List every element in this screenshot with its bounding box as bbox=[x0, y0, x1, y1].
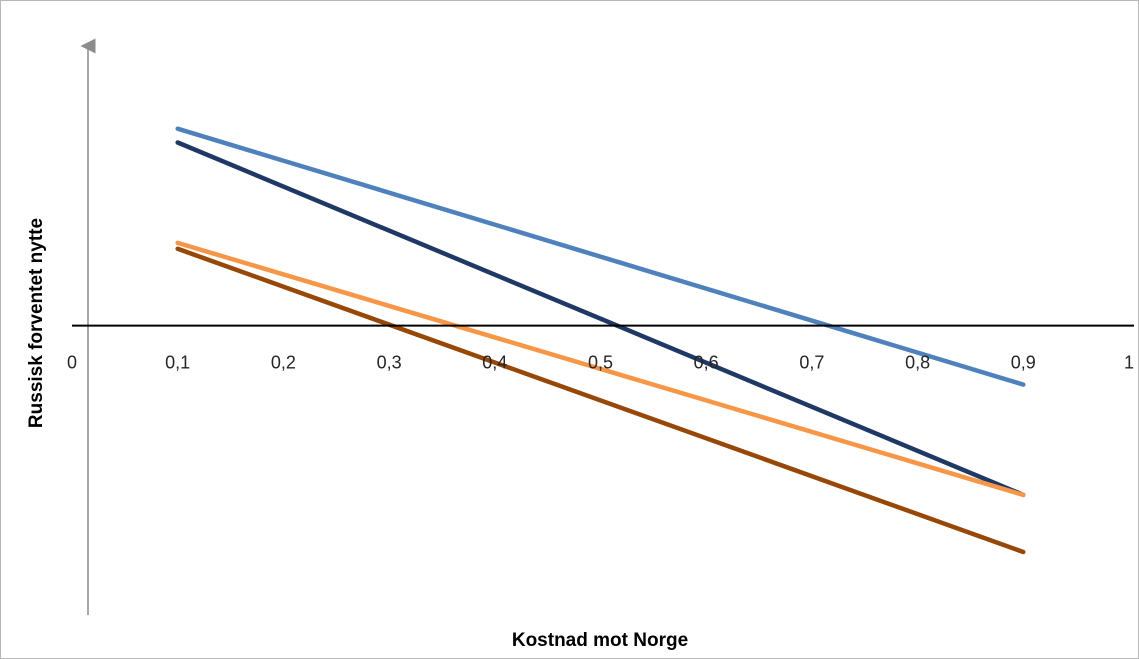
series-line-4 bbox=[175, 246, 1026, 555]
x-tick-label: 0,7 bbox=[799, 353, 824, 373]
x-tick-label: 0,2 bbox=[271, 353, 296, 373]
x-tick-label: 1 bbox=[1124, 353, 1134, 373]
x-tick-label: 0,1 bbox=[165, 353, 190, 373]
series-line-2 bbox=[175, 140, 1026, 498]
x-tick-label: 0,6 bbox=[694, 353, 719, 373]
series-line-3 bbox=[175, 240, 1026, 498]
y-axis-title: Russisk forventet nytte bbox=[26, 218, 47, 428]
x-tick-label: 0,3 bbox=[377, 353, 402, 373]
x-axis-title: Kostnad mot Norge bbox=[512, 630, 688, 651]
x-tick-label: 0 bbox=[67, 353, 77, 373]
x-tick-label: 0,9 bbox=[1011, 353, 1036, 373]
x-tick-label: 0,4 bbox=[482, 353, 507, 373]
x-tick-label: 0,8 bbox=[905, 353, 930, 373]
x-tick-label: 0,5 bbox=[588, 353, 613, 373]
series-line-1 bbox=[175, 126, 1026, 387]
